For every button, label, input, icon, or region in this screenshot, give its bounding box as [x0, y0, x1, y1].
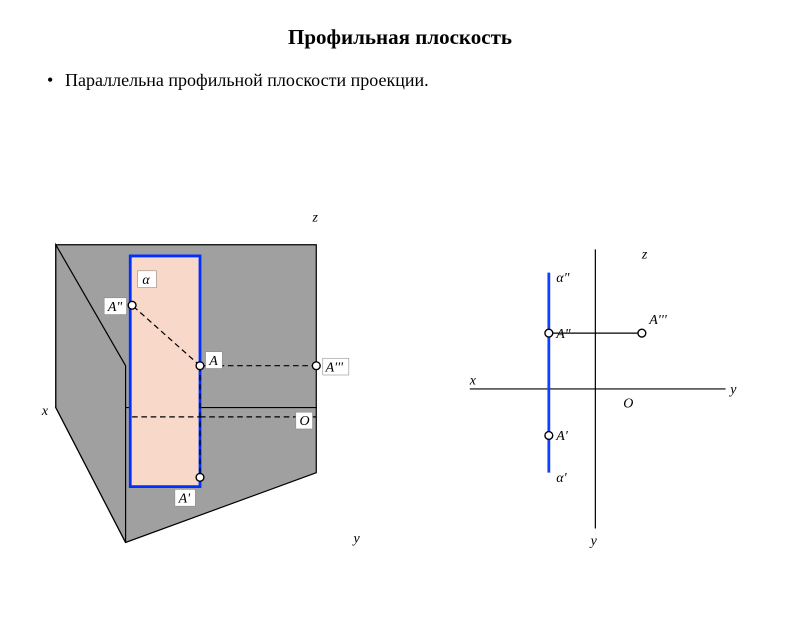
e-label-A3: A''' [648, 313, 667, 328]
point-A [196, 362, 204, 370]
e-label-alpha1: α' [556, 471, 567, 486]
e-point-A3 [638, 329, 646, 337]
epure: α" A" A''' A' α' z y x y O [469, 248, 737, 550]
point-A1 [196, 473, 204, 481]
axis-z-label: z [312, 211, 319, 226]
axis-y-label: y [351, 531, 360, 546]
label-O-box: O [296, 412, 313, 429]
label-alpha: α [142, 273, 150, 288]
label-A-box: A [206, 352, 223, 369]
label-A3-box: A''' [323, 358, 349, 375]
bullet-description: Параллельна профильной плоскости проекци… [65, 70, 800, 91]
label-A: A [208, 354, 218, 369]
diagram-svg: α A" A A''' A' O z y x [40, 175, 760, 575]
e-label-A1: A' [555, 429, 569, 444]
e-axis-y-bottom: y [589, 534, 598, 549]
label-A1-box: A' [175, 489, 195, 506]
e-label-O: O [623, 397, 633, 412]
point-A2 [128, 301, 136, 309]
e-label-alpha2: α" [556, 271, 569, 286]
page-title: Профильная плоскость [0, 25, 800, 50]
label-alpha-box: α [138, 271, 157, 288]
alpha-plane [130, 256, 200, 487]
axis-x-label: x [41, 404, 49, 419]
label-A2-box: A" [104, 298, 126, 315]
iso-cube: α A" A A''' A' O z y x [41, 211, 361, 547]
label-A3: A''' [325, 360, 344, 375]
e-axis-z: z [641, 248, 648, 263]
e-point-A2 [545, 329, 553, 337]
point-A3 [312, 362, 320, 370]
e-point-A1 [545, 432, 553, 440]
label-A1: A' [178, 491, 192, 506]
e-label-A2: A" [555, 327, 571, 342]
label-O: O [300, 414, 310, 429]
figure-area: α A" A A''' A' O z y x [40, 175, 760, 575]
label-A2: A" [107, 300, 123, 315]
e-axis-y-right: y [728, 383, 737, 398]
e-axis-x: x [469, 373, 477, 388]
